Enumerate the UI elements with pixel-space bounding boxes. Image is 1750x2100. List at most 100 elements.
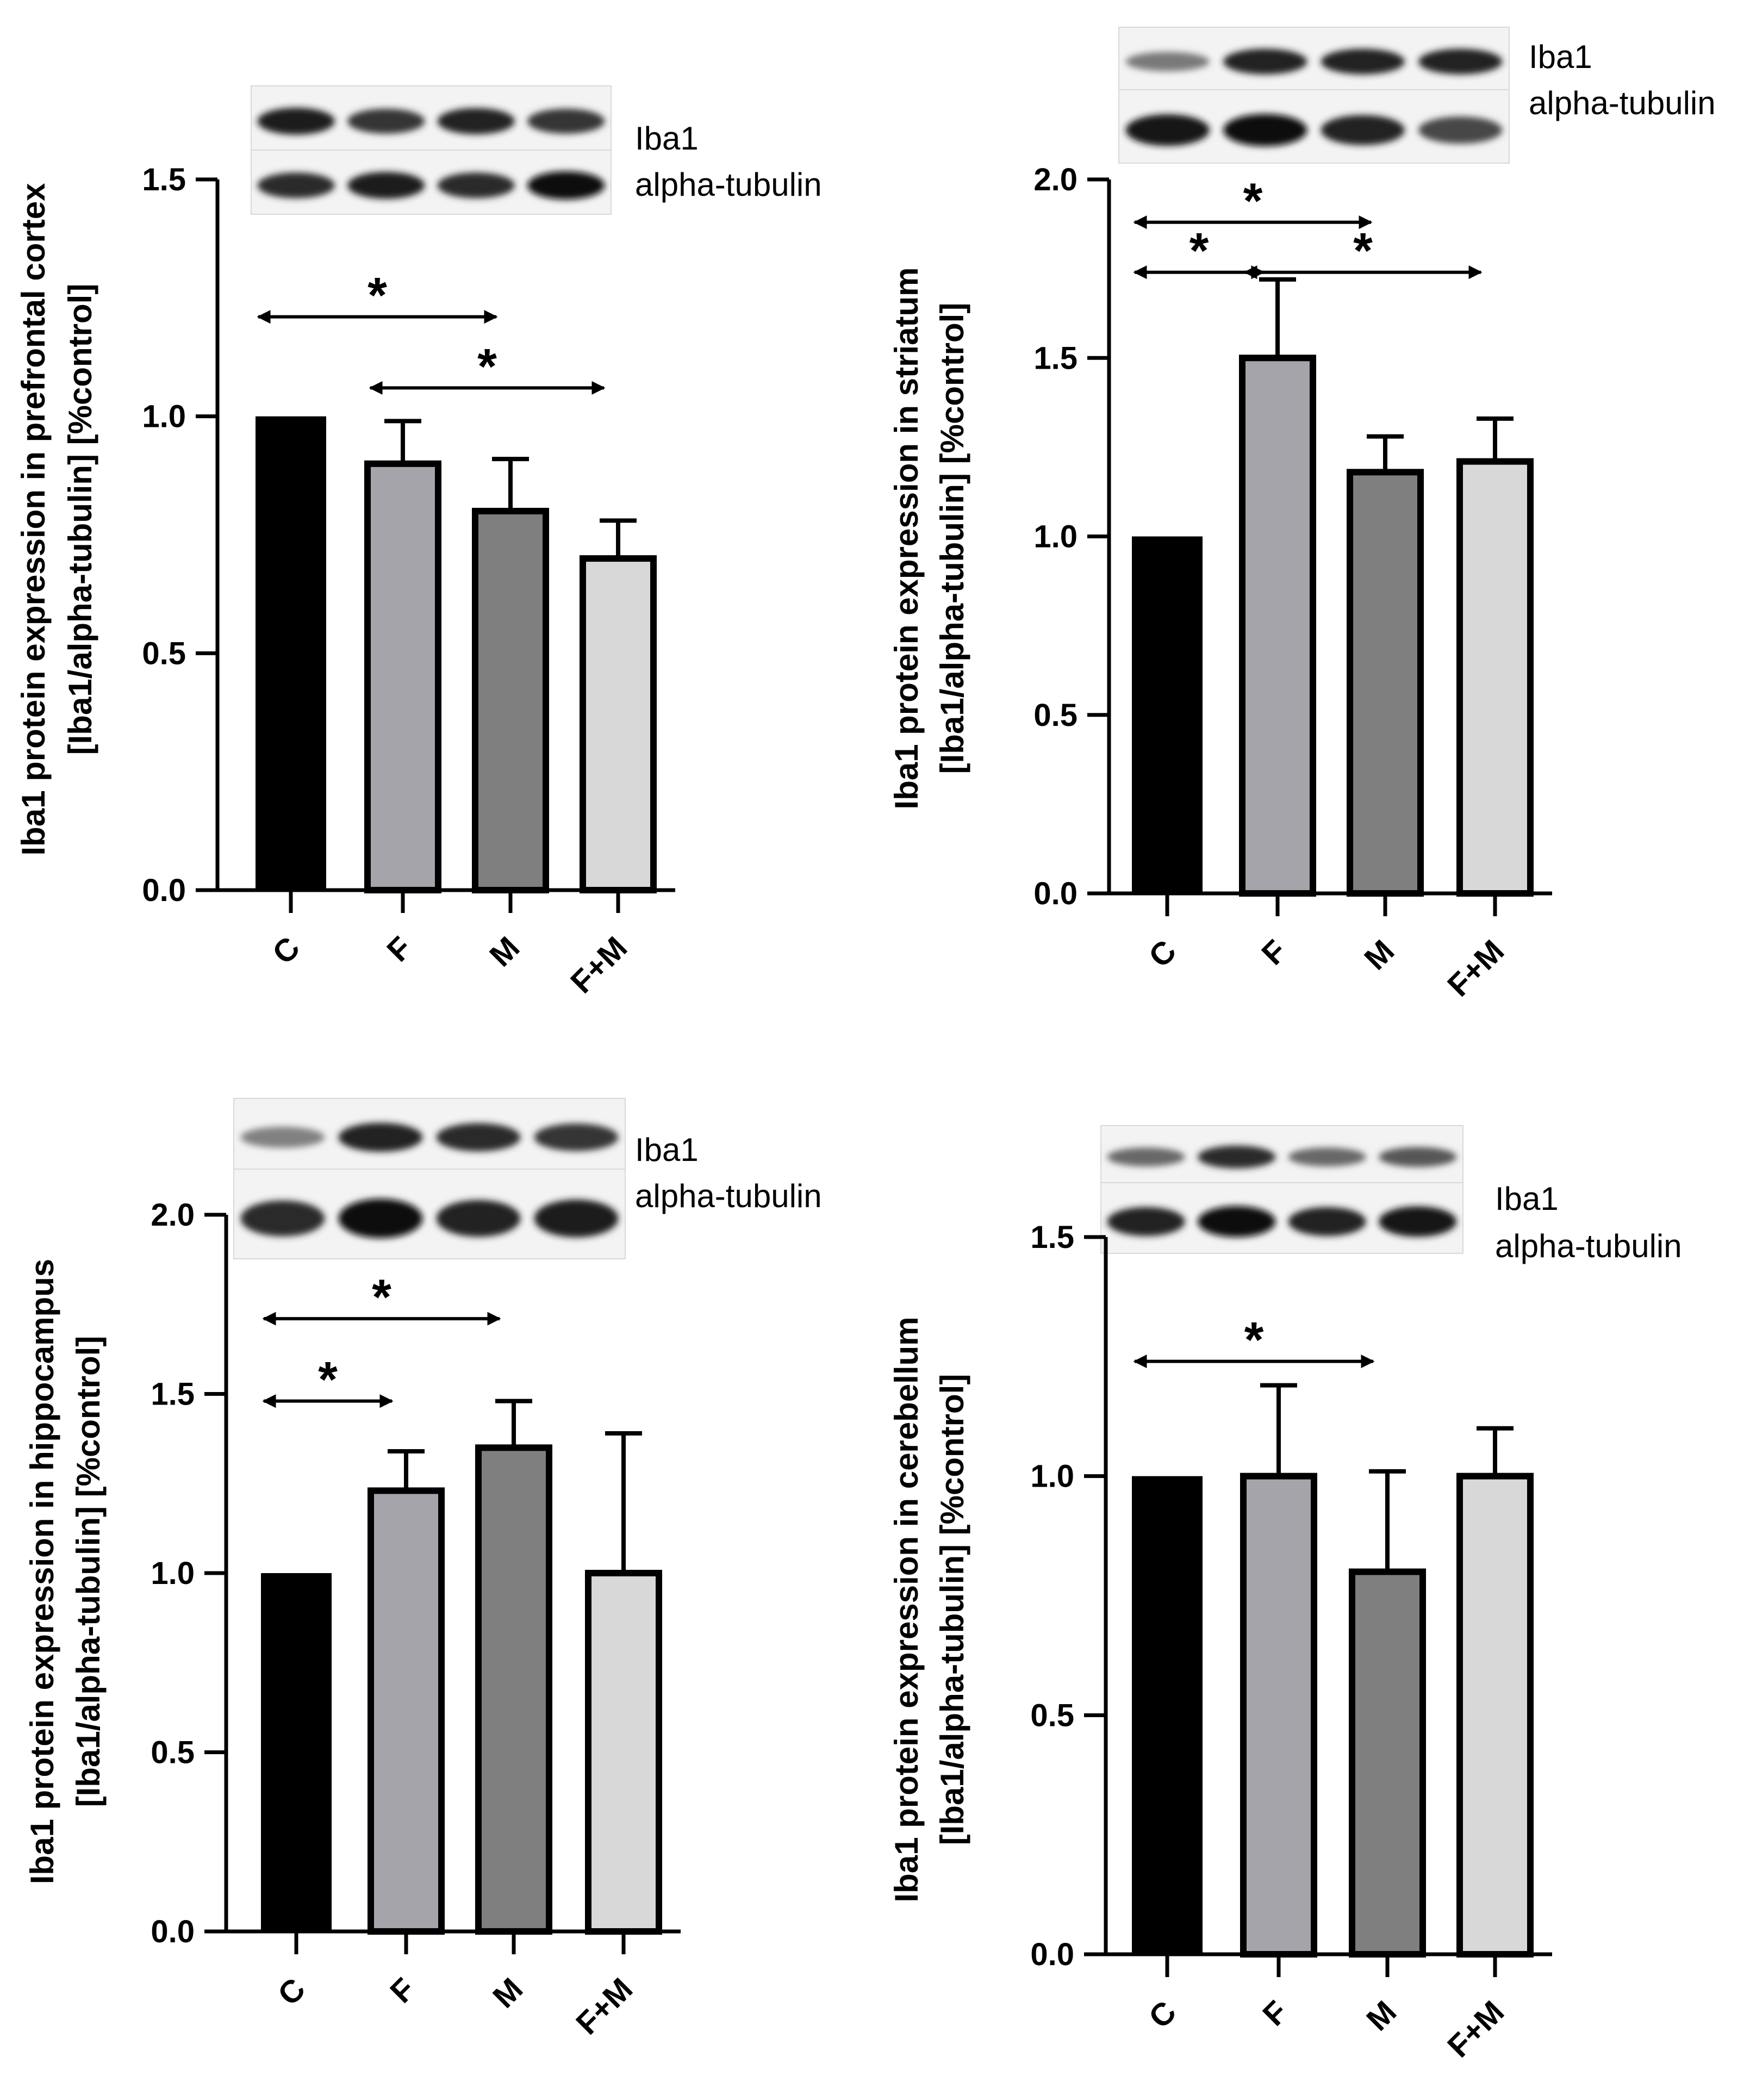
significance-star: *	[368, 268, 387, 324]
y-axis-title: Iba1 protein expression in prefrontal co…	[15, 183, 52, 856]
blot-label-iba1: Iba1	[1495, 1181, 1559, 1217]
bar-F	[1240, 1473, 1317, 1958]
y-tick-label: 0.0	[1030, 1937, 1074, 1972]
panel-top-left: Iba1 alpha-tubulin 0.0 0.5 1.0 1.5 Iba1 protei…	[15, 85, 822, 1000]
y-tick-label: 0.0	[151, 1914, 195, 1949]
y-tick-label: 1.0	[151, 1556, 195, 1591]
bar-F+M	[1456, 458, 1534, 897]
iba1-blot-row-band	[436, 1123, 521, 1152]
y-tick-label: 1.5	[1030, 1220, 1074, 1255]
panel-bottom-left: Iba1 alpha-tubulin 0.0 0.5 1.0 1.5 2.0 Iba1 pro…	[24, 1098, 822, 2041]
category-label: F+M	[564, 930, 634, 1000]
y-tick-label: 0.0	[1033, 876, 1078, 911]
iba1-blot-row-band	[1321, 48, 1405, 74]
bar-F	[368, 1487, 445, 1935]
bar-M	[475, 1444, 552, 1935]
y-tick-label: 1.0	[1033, 519, 1078, 555]
iba1-blot-row-band	[1125, 52, 1210, 72]
significance-star: *	[318, 1352, 338, 1408]
blot-label-tubulin: alpha-tubulin	[635, 166, 822, 203]
western-blot	[233, 1098, 626, 1259]
iba1-blot-row-band	[338, 1122, 423, 1152]
tubulin-blot-row-band	[1223, 114, 1307, 146]
significance-star: *	[1243, 173, 1263, 229]
category-label: F	[1256, 1994, 1294, 2033]
iba1-blot-row-band	[534, 1123, 619, 1151]
category-label: F	[1255, 933, 1293, 972]
category-label: F	[383, 1971, 422, 2010]
category-label: F	[380, 930, 419, 968]
y-axis-subtitle: [Iba1/alpha-tubulin] [%control]	[70, 1336, 107, 1807]
category-label: M	[486, 1971, 530, 2015]
iba1-blot-row-band	[527, 108, 605, 134]
y-axis-subtitle: [Iba1/alpha-tubulin] [%control]	[62, 284, 98, 755]
y-axis-subtitle: [Iba1/alpha-tubulin] [%control]	[934, 1374, 970, 1846]
significance-star: *	[1244, 1313, 1264, 1368]
y-tick-label: 2.0	[151, 1197, 195, 1233]
category-label: M	[483, 930, 526, 973]
tubulin-blot-row-band	[257, 172, 335, 198]
y-tick-label: 0.0	[142, 873, 186, 908]
tubulin-blot-row-band	[437, 172, 515, 198]
category-label: C	[1142, 933, 1184, 974]
y-axis-title: Iba1 protein expression in hippocampus	[24, 1259, 60, 1884]
tubulin-blot-row-band	[527, 171, 605, 200]
y-tick-label: 1.5	[142, 162, 186, 197]
tubulin-blot-row-band	[1418, 116, 1503, 144]
tubulin-blot-row-band	[436, 1200, 521, 1237]
y-tick-label: 0.5	[1030, 1698, 1074, 1733]
blot-label-iba1: Iba1	[1529, 39, 1592, 75]
tubulin-blot-row-band	[1288, 1207, 1366, 1237]
panel-top-right: Iba1 alpha-tubulin 0.0 0.5 1.0 1.5 2.0 Iba1 pro…	[888, 27, 1716, 1003]
y-tick-label: 0.5	[142, 636, 186, 671]
tubulin-blot-row-band	[347, 172, 425, 199]
bar-C	[1132, 1476, 1203, 1954]
bar-F+M	[1456, 1473, 1534, 1958]
category-label: C	[266, 930, 307, 971]
y-tick-label: 0.5	[1033, 698, 1078, 733]
bar-F+M	[580, 555, 657, 893]
tubulin-blot-row-band	[338, 1198, 423, 1239]
panel-bottom-right: Iba1 alpha-tubulin 0.0 0.5 1.0 1.5 Iba1 protei…	[888, 1125, 1682, 2064]
y-tick-label: 1.0	[142, 399, 186, 434]
bar-M	[1347, 469, 1424, 897]
blot-label-tubulin: alpha-tubulin	[635, 1178, 822, 1214]
category-label: M	[1360, 1994, 1403, 2037]
iba1-blot-row-band	[1379, 1147, 1457, 1167]
y-axis-title: Iba1 protein expression in cerebellum	[888, 1316, 925, 1902]
bar-M	[472, 507, 549, 893]
category-label: F+M	[1441, 933, 1511, 1003]
western-blot	[1100, 1125, 1463, 1254]
category-label: M	[1357, 933, 1401, 977]
bar-C	[1132, 536, 1203, 893]
category-label: F+M	[1441, 1994, 1511, 2064]
significance-star: *	[477, 339, 497, 394]
y-tick-label: 0.5	[151, 1735, 195, 1770]
category-label: C	[1142, 1994, 1184, 2035]
tubulin-blot-row-band	[240, 1200, 325, 1237]
category-label: C	[271, 1971, 313, 2012]
iba1-blot-row-band	[1107, 1147, 1185, 1167]
iba1-blot-row-band	[1198, 1145, 1276, 1169]
tubulin-blot-row-band	[1321, 115, 1405, 145]
bar-C	[261, 1573, 332, 1931]
iba1-blot-row-band	[437, 108, 515, 135]
tubulin-blot-row-band	[1198, 1206, 1276, 1238]
iba1-blot-row-band	[1288, 1147, 1366, 1167]
iba1-blot-row-band	[1223, 48, 1307, 74]
tubulin-blot-row-band	[1107, 1207, 1185, 1237]
bar-C	[256, 416, 326, 890]
significance-star: *	[372, 1270, 391, 1325]
iba1-blot-row-band	[240, 1127, 325, 1148]
significance-star: *	[1189, 223, 1209, 279]
y-axis-subtitle: [Iba1/alpha-tubulin] [%control]	[934, 303, 970, 774]
bar-M	[1349, 1568, 1426, 1958]
y-axis-title: Iba1 protein expression in striatum	[888, 268, 925, 810]
western-blot	[1118, 27, 1510, 164]
category-label: F+M	[569, 1971, 639, 2041]
iba1-blot-row-band	[257, 108, 335, 135]
iba1-blot-row-band	[347, 108, 425, 134]
blot-label-tubulin: alpha-tubulin	[1529, 85, 1716, 121]
tubulin-blot-row-band	[1125, 114, 1210, 146]
